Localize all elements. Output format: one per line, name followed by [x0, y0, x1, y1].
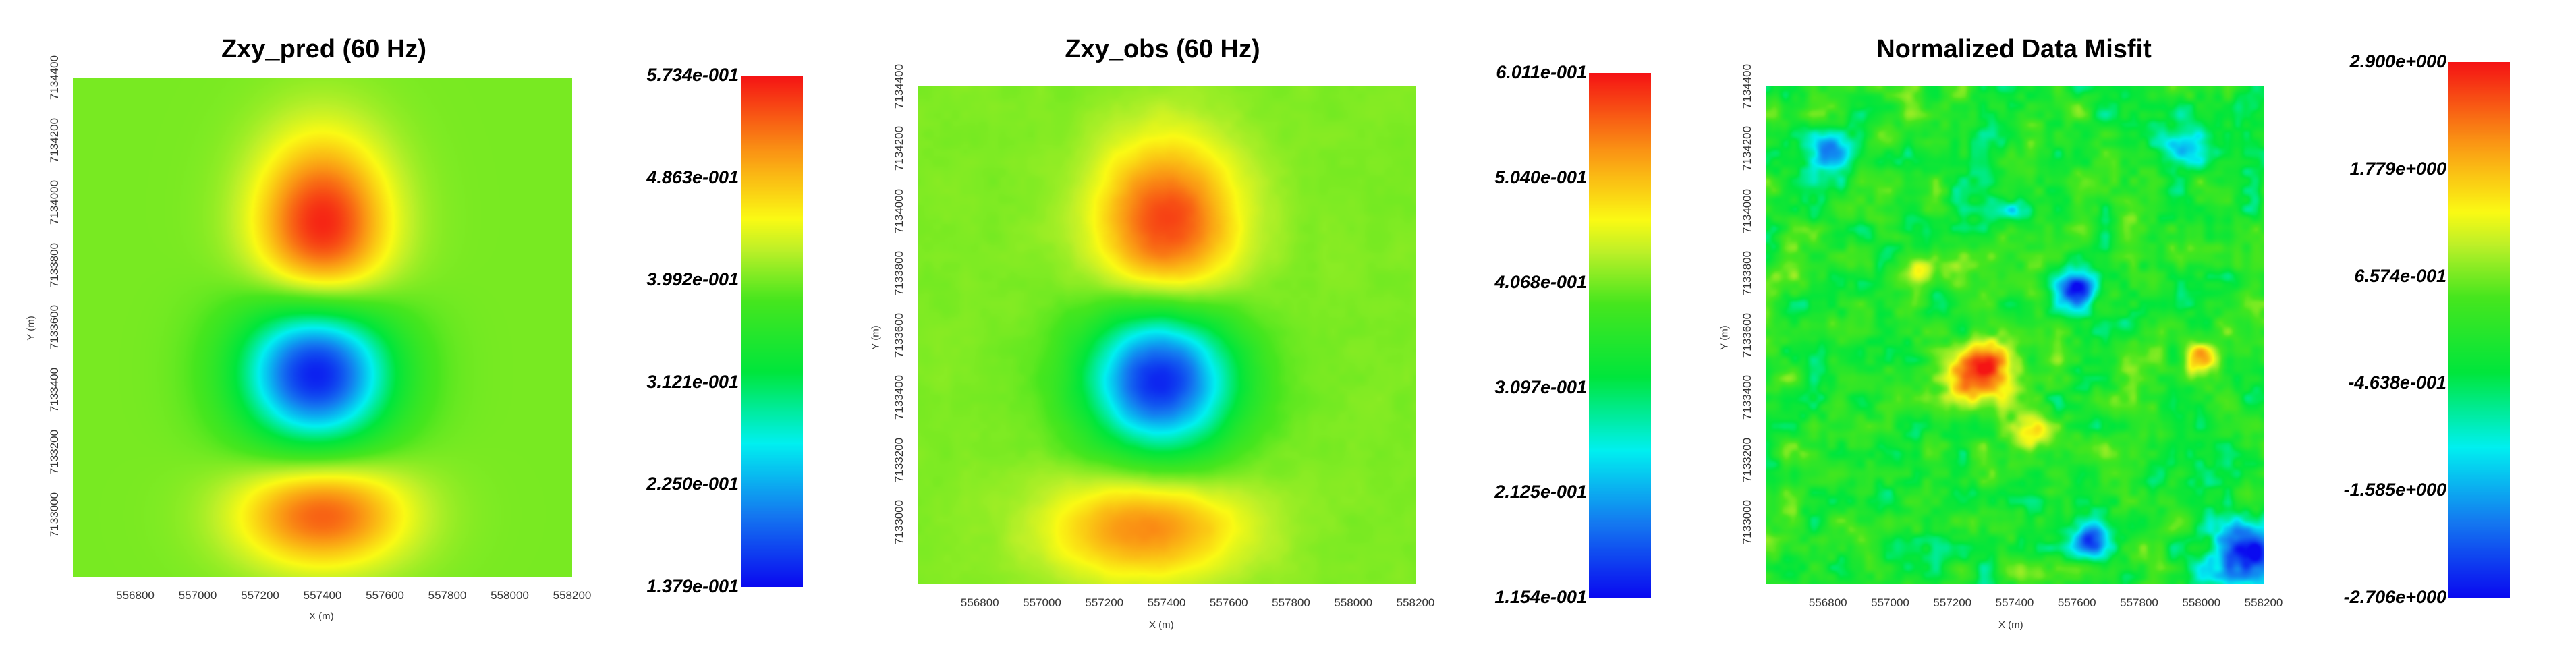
x-axis-label: X (m) — [1149, 619, 1174, 631]
chart-title: Zxy_pred (60 Hz) — [221, 35, 427, 63]
heatmap-canvas — [73, 78, 572, 577]
colorbar-tick-label: 2.125e-001 — [1494, 482, 1587, 503]
y-tick-label: 7133600 — [48, 304, 61, 350]
y-tick-label: 7134400 — [48, 55, 61, 101]
x-tick-label: 557400 — [303, 589, 342, 602]
heatmap-canvas — [1766, 86, 2264, 584]
colorbar-tick-label: 1.154e-001 — [1494, 587, 1587, 607]
colorbar-tick-label: 2.900e+000 — [2349, 51, 2446, 72]
x-tick-label: 558000 — [491, 589, 529, 602]
colorbar-gradient — [741, 76, 803, 587]
x-axis-label: X (m) — [309, 611, 334, 622]
x-tick-label: 557800 — [2120, 596, 2158, 609]
x-tick-label: 556800 — [1808, 596, 1847, 609]
x-tick-label: 558000 — [2182, 596, 2221, 609]
colorbar-tick-label: -4.638e-001 — [2348, 372, 2446, 393]
colorbar-gradient — [1589, 73, 1651, 598]
y-tick-label: 7134000 — [893, 188, 906, 233]
panel-zxy-obs: Zxy_obs (60 Hz) 556800 557000 557200 557400… — [847, 0, 1704, 653]
colorbar-tick-label: 5.734e-001 — [646, 65, 739, 85]
x-tick-label: 557600 — [1209, 596, 1248, 609]
x-tick-label: 557000 — [1871, 596, 1909, 609]
y-axis-label: Y (m) — [25, 316, 37, 341]
colorbar-tick-label: 2.250e-001 — [646, 474, 739, 494]
y-tick-label: 7133800 — [1741, 250, 1754, 295]
y-tick-label: 7133600 — [1741, 312, 1754, 358]
panel-misfit: Normalized Data Misfit 556800 557000 55720… — [1693, 0, 2564, 653]
x-tick-label: 557200 — [1933, 596, 1972, 609]
y-tick-label: 7133200 — [48, 429, 61, 475]
y-tick-label: 7133000 — [48, 492, 61, 537]
y-tick-label: 7133800 — [48, 242, 61, 287]
colorbar-tick-label: 6.011e-001 — [1496, 62, 1587, 82]
chart-title: Normalized Data Misfit — [1876, 35, 2152, 63]
y-tick-label: 7134400 — [893, 63, 906, 109]
colorbar-tick-label: 4.863e-001 — [646, 167, 739, 188]
y-axis-label: Y (m) — [1718, 325, 1731, 350]
y-tick-label: 7133400 — [48, 367, 61, 412]
y-tick-label: 7133800 — [893, 250, 906, 295]
colorbar-gradient — [2448, 62, 2510, 598]
y-tick-label: 7133600 — [893, 312, 906, 358]
y-tick-label: 7134200 — [1741, 126, 1754, 171]
x-tick-label: 557200 — [1085, 596, 1124, 609]
y-axis-label: Y (m) — [870, 325, 882, 350]
x-tick-label: 557400 — [1995, 596, 2034, 609]
x-tick-label: 556800 — [960, 596, 999, 609]
y-tick-label: 7133000 — [893, 499, 906, 544]
y-tick-label: 7133200 — [893, 437, 906, 482]
y-tick-label: 7134000 — [48, 179, 61, 225]
colorbar-tick-label: 1.779e+000 — [2349, 158, 2446, 179]
x-axis-label: X (m) — [1998, 619, 2023, 631]
x-tick-label: 557000 — [1023, 596, 1061, 609]
x-tick-label: 557200 — [241, 589, 279, 602]
x-tick-label: 558200 — [553, 589, 592, 602]
y-tick-label: 7134000 — [1741, 188, 1754, 233]
x-tick-label: 557800 — [1272, 596, 1310, 609]
colorbar — [2448, 62, 2510, 598]
y-tick-label: 7133400 — [893, 375, 906, 420]
y-tick-label: 7133200 — [1741, 437, 1754, 482]
x-tick-label: 558200 — [2244, 596, 2283, 609]
x-tick-label: 557600 — [366, 589, 404, 602]
colorbar-tick-label: -1.585e+000 — [2343, 480, 2446, 501]
y-tick-label: 7134200 — [48, 117, 61, 163]
x-tick-label: 557400 — [1147, 596, 1186, 609]
x-tick-label: 558000 — [1334, 596, 1373, 609]
panel-zxy-pred: Zxy_pred (60 Hz) 556800 557000 557200 55740… — [0, 0, 857, 653]
x-tick-label: 557800 — [428, 589, 467, 602]
heatmap-area — [918, 86, 1416, 584]
x-tick-label: 556800 — [116, 589, 155, 602]
colorbar-tick-label: 3.121e-001 — [646, 371, 739, 392]
y-tick-label: 7134400 — [1741, 63, 1754, 109]
y-tick-label: 7133400 — [1741, 375, 1754, 420]
colorbar-tick-label: 3.097e-001 — [1494, 376, 1587, 397]
y-tick-label: 7133000 — [1741, 499, 1754, 544]
chart-title: Zxy_obs (60 Hz) — [1065, 35, 1260, 63]
x-tick-label: 558200 — [1396, 596, 1435, 609]
colorbar-tick-label: 1.379e-001 — [646, 576, 739, 596]
heatmap-area — [73, 78, 572, 577]
x-tick-label: 557600 — [2057, 596, 2096, 609]
colorbar-tick-label: 3.992e-001 — [646, 269, 739, 290]
colorbar-tick-label: 6.574e-001 — [2354, 265, 2446, 286]
colorbar-tick-label: 4.068e-001 — [1494, 272, 1587, 293]
colorbar-tick-label: 5.040e-001 — [1494, 167, 1587, 188]
colorbar-tick-label: -2.706e+000 — [2343, 587, 2446, 607]
colorbar — [741, 76, 803, 587]
y-tick-label: 7134200 — [893, 126, 906, 171]
heatmap-area — [1766, 86, 2264, 584]
x-tick-label: 557000 — [178, 589, 217, 602]
heatmap-canvas — [918, 86, 1416, 584]
colorbar — [1589, 73, 1651, 598]
